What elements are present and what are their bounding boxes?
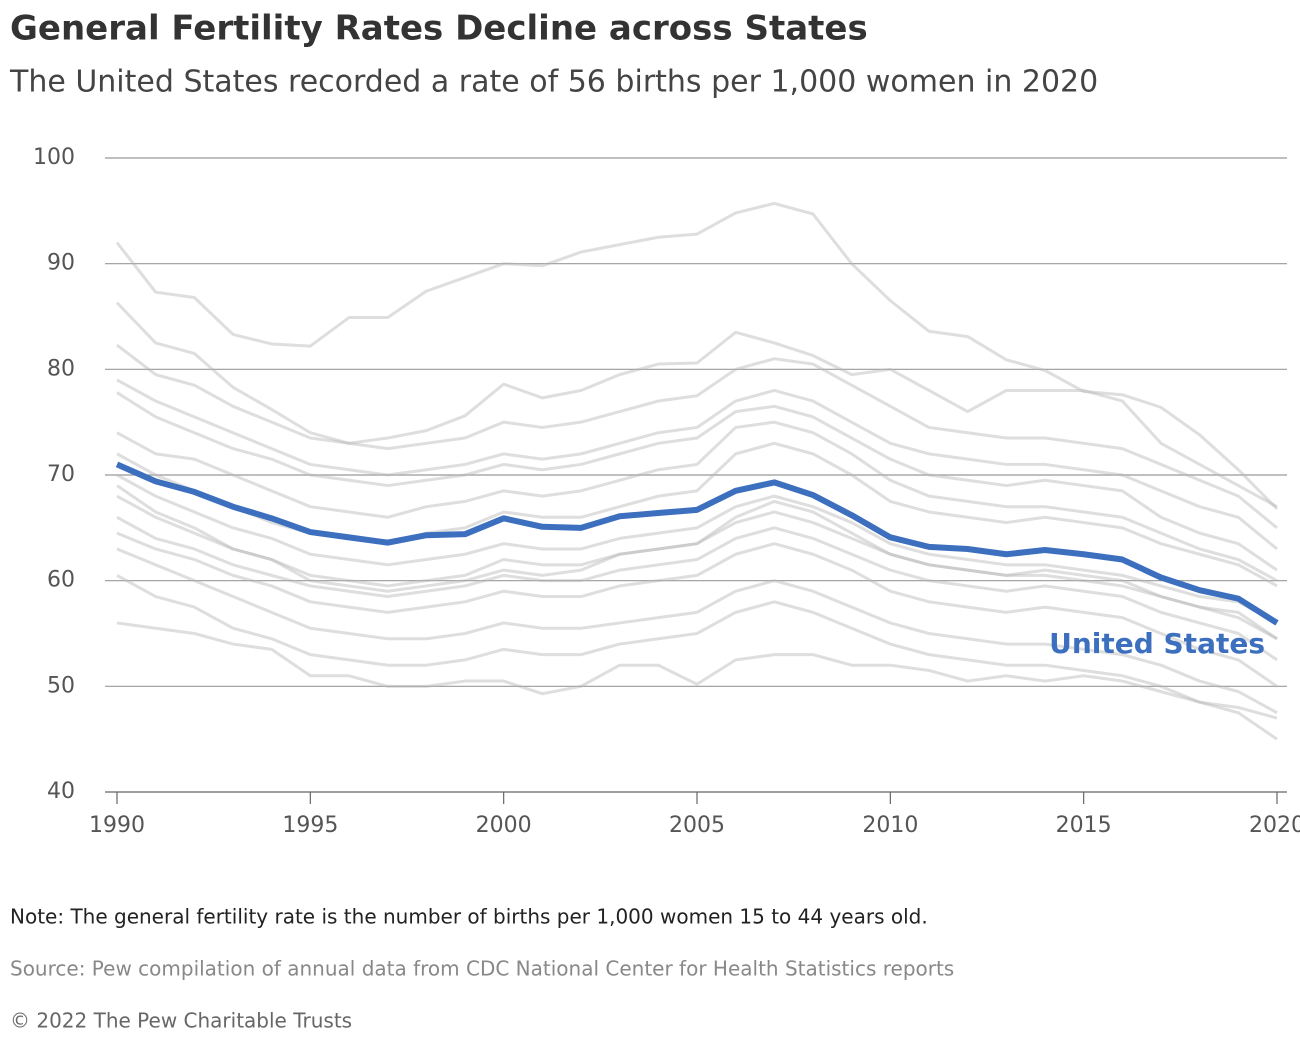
copyright: © 2022 The Pew Charitable Trusts (10, 1009, 352, 1033)
state-line (116, 473, 1278, 625)
y-tick-label: 70 (47, 462, 75, 487)
state-line (116, 515, 1278, 662)
state-line (116, 494, 1278, 641)
state-line (116, 547, 1278, 715)
y-tick-label: 90 (47, 251, 75, 276)
y-tick-label: 40 (47, 779, 75, 804)
y-tick-label: 60 (47, 568, 75, 593)
x-tick-label: 1990 (89, 813, 145, 838)
state-line (116, 621, 1278, 720)
state-line (116, 531, 1278, 688)
y-tick-label: 50 (47, 673, 75, 698)
x-tick-label: 2015 (1056, 813, 1112, 838)
x-tick-label: 2010 (862, 813, 918, 838)
x-tick-label: 2005 (669, 813, 725, 838)
state-line (115, 301, 1278, 509)
highlight-line (115, 461, 1279, 626)
x-tick-label: 2020 (1249, 813, 1300, 838)
state-line (116, 343, 1278, 529)
x-tick-label: 2000 (476, 813, 532, 838)
state-line (116, 378, 1278, 551)
line-label: United States (1049, 627, 1265, 660)
state-line (116, 420, 1278, 582)
chart-subtitle: The United States recorded a rate of 56 … (9, 65, 1098, 100)
state-line (115, 201, 1279, 510)
state-line (116, 484, 1278, 641)
state-line (116, 391, 1278, 572)
x-tick-label: 1995 (282, 813, 338, 838)
chart-title: General Fertility Rates Decline across S… (10, 9, 868, 49)
y-tick-label: 100 (33, 145, 75, 170)
y-tick-label: 80 (47, 356, 75, 381)
state-line (116, 574, 1278, 741)
note: Note: The general fertility rate is the … (10, 905, 928, 929)
source: Source: Pew compilation of annual data f… (10, 957, 954, 981)
